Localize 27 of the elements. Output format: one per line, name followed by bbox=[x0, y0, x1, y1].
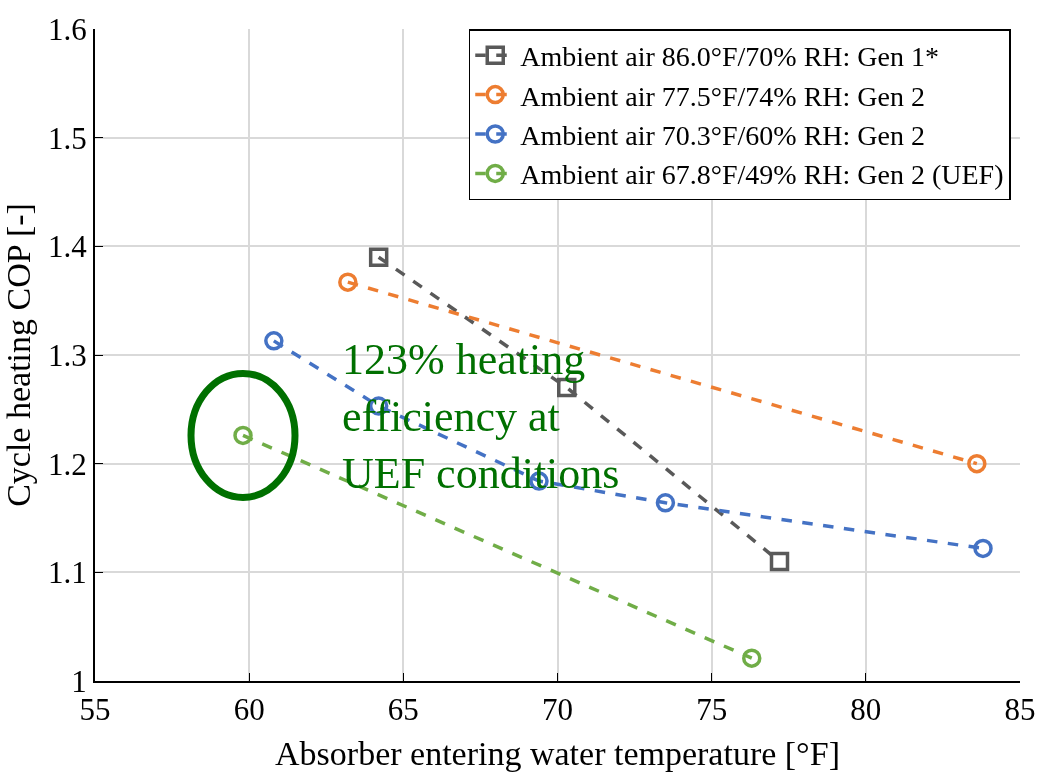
y-tick-label: 1.2 bbox=[48, 446, 87, 482]
legend-label: Ambient air 70.3°F/60% RH: Gen 2 bbox=[520, 119, 925, 151]
legend-label: Ambient air 67.8°F/49% RH: Gen 2 (UEF) bbox=[520, 159, 1004, 191]
x-tick-label: 80 bbox=[850, 692, 882, 728]
y-axis-title: Cycle heating COP [-] bbox=[0, 203, 37, 507]
x-tick-label: 75 bbox=[696, 692, 728, 728]
point bbox=[973, 538, 993, 559]
point bbox=[655, 493, 676, 513]
x-tick-label: 70 bbox=[542, 692, 573, 728]
y-tick-label: 1.5 bbox=[48, 120, 87, 156]
y-tick-label: 1.3 bbox=[48, 337, 87, 373]
point bbox=[338, 272, 358, 292]
y-tick-label: 1.1 bbox=[48, 555, 87, 591]
x-tick-label: 85 bbox=[1004, 692, 1036, 728]
point bbox=[769, 551, 790, 572]
point bbox=[368, 247, 389, 267]
x-tick-label: 65 bbox=[387, 692, 419, 728]
point bbox=[264, 331, 284, 351]
y-tick-label: 1.6 bbox=[48, 11, 87, 47]
y-tick-label: 1.4 bbox=[48, 229, 88, 265]
point bbox=[967, 453, 987, 474]
legend-label: Ambient air 86.0°F/70% RH: Gen 1* bbox=[520, 41, 939, 73]
point bbox=[742, 648, 762, 668]
x-axis-title: Absorber entering water temperature [°F] bbox=[275, 735, 840, 772]
point bbox=[233, 425, 253, 446]
legend-label: Ambient air 77.5°F/74% RH: Gen 2 bbox=[520, 80, 925, 112]
x-tick-label: 60 bbox=[233, 692, 265, 728]
